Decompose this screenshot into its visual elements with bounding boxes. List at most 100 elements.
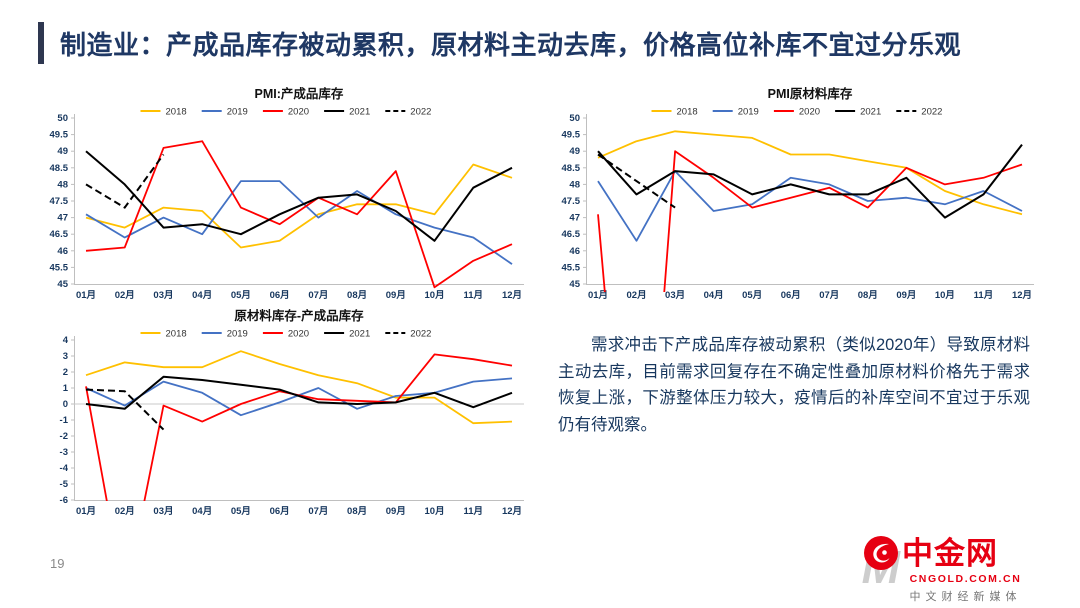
svg-text:2021: 2021 [349,329,370,340]
svg-text:48: 48 [569,179,580,190]
title-row: 制造业：产成品库存被动累积，原材料主动去库，价格高位补库不宜过分乐观 [38,22,961,64]
svg-text:06月: 06月 [270,290,290,301]
svg-text:03月: 03月 [153,506,173,517]
svg-text:2021: 2021 [860,107,881,118]
logo-tagline: 中文财经新媒体 [909,591,1022,603]
svg-text:0: 0 [63,399,68,410]
svg-text:01月: 01月 [588,290,608,301]
svg-text:47: 47 [57,213,68,224]
svg-text:48: 48 [57,179,68,190]
svg-text:04月: 04月 [704,290,724,301]
svg-text:45: 45 [57,279,68,290]
svg-text:03月: 03月 [153,290,173,301]
chart-pmi-raw-material-inventory: 45 45.5 46 46.5 47 47.5 48 48.5 49 49.5 50 01月 02月 03… [550,84,1046,304]
logo-row: 中金网 [863,535,1068,571]
svg-text:06月: 06月 [781,290,801,301]
svg-text:02月: 02月 [115,290,135,301]
svg-text:2018: 2018 [677,107,698,118]
svg-text:01月: 01月 [76,506,96,517]
svg-text:46: 46 [569,246,580,257]
svg-text:11月: 11月 [974,290,994,301]
svg-text:10月: 10月 [425,506,445,517]
svg-text:2019: 2019 [227,329,248,340]
svg-text:10月: 10月 [935,290,955,301]
svg-text:46.5: 46.5 [50,229,69,240]
svg-text:-6: -6 [60,495,68,506]
svg-text:2020: 2020 [288,329,309,340]
svg-text:2019: 2019 [227,107,248,118]
logo-name: 中金网 [902,535,998,571]
svg-text:50: 50 [57,113,68,124]
svg-text:09月: 09月 [896,290,916,301]
pmi-raw-material-inventory-chart: 45 45.5 46 46.5 47 47.5 48 48.5 49 49.5 50 01月 02月 03… [562,86,1034,301]
svg-text:04月: 04月 [192,506,212,517]
svg-text:47.5: 47.5 [50,196,69,207]
svg-text:4: 4 [63,335,69,346]
svg-text:46.5: 46.5 [562,229,581,240]
svg-text:06月: 06月 [270,506,290,517]
title-accent-bar [38,22,44,64]
svg-text:45: 45 [569,279,580,290]
svg-text:-5: -5 [60,479,69,490]
svg-text:-4: -4 [60,463,69,474]
svg-text:49: 49 [569,146,580,157]
svg-text:11月: 11月 [463,290,483,301]
chart-pmi-finished-goods-inventory: 45 45.5 46 46.5 47 47.5 48 48.5 49 49.5 50 01月 02月 03… [38,84,536,304]
svg-text:03月: 03月 [665,290,685,301]
svg-text:-2: -2 [60,431,68,442]
svg-text:05月: 05月 [231,290,251,301]
svg-text:08月: 08月 [347,290,367,301]
svg-text:07月: 07月 [308,506,328,517]
svg-text:3: 3 [63,351,68,362]
svg-text:05月: 05月 [742,290,762,301]
logo-url: CNGOLD.COM.CN [909,573,1022,585]
svg-text:1: 1 [63,383,69,394]
svg-text:45.5: 45.5 [50,262,69,273]
cngold-logo-icon [863,535,899,571]
svg-text:45.5: 45.5 [562,262,581,273]
svg-text:11月: 11月 [463,506,483,517]
svg-text:05月: 05月 [231,506,251,517]
svg-text:49.5: 49.5 [562,130,581,141]
svg-text:48.5: 48.5 [562,163,581,174]
svg-text:原材料库存-产成品库存: 原材料库存-产成品库存 [234,308,364,323]
svg-text:09月: 09月 [386,506,406,517]
svg-text:2020: 2020 [799,107,820,118]
svg-text:49: 49 [57,146,68,157]
cngold-logo: M 中金网 CNGOLD.COM.CN 中文财经新媒体 [862,535,1068,604]
svg-text:PMI:产成品库存: PMI:产成品库存 [255,86,344,101]
svg-text:49.5: 49.5 [50,130,69,141]
pmi-finished-goods-inventory-chart: 45 45.5 46 46.5 47 47.5 48 48.5 49 49.5 50 01月 02月 03… [50,86,524,301]
svg-text:07月: 07月 [308,290,328,301]
svg-text:2020: 2020 [288,107,309,118]
svg-text:07月: 07月 [819,290,839,301]
svg-text:12月: 12月 [502,290,522,301]
svg-text:2018: 2018 [166,107,187,118]
chart-inventory-spread: -6 -5 -4 -3 -2 -1 0 1 2 3 4 01月 02月 03月 04月 05月 06月 07月 08… [38,306,536,520]
page-title: 制造业：产成品库存被动累积，原材料主动去库，价格高位补库不宜过分乐观 [60,29,962,60]
svg-text:01月: 01月 [76,290,96,301]
svg-text:2: 2 [63,367,68,378]
svg-text:08月: 08月 [858,290,878,301]
svg-text:2018: 2018 [166,329,187,340]
svg-text:12月: 12月 [502,506,522,517]
svg-text:2019: 2019 [738,107,759,118]
svg-text:09月: 09月 [386,290,406,301]
svg-text:47.5: 47.5 [562,196,581,207]
svg-text:08月: 08月 [347,506,367,517]
svg-text:2022: 2022 [921,107,942,118]
svg-text:46: 46 [57,246,68,257]
svg-text:02月: 02月 [627,290,647,301]
svg-text:48.5: 48.5 [50,163,69,174]
svg-text:04月: 04月 [192,290,212,301]
svg-text:50: 50 [569,113,580,124]
commentary-text: 需求冲击下产成品库存被动累积（类似2020年）导致原材料主动去库，目前需求回复存… [558,336,1030,435]
svg-text:2022: 2022 [410,329,431,340]
svg-text:2021: 2021 [349,107,370,118]
inventory-spread-chart: -6 -5 -4 -3 -2 -1 0 1 2 3 4 01月 02月 03月 04月 05月 06月 07月 08… [60,308,524,517]
svg-text:2022: 2022 [410,107,431,118]
page-number: 19 [50,556,65,571]
svg-text:-1: -1 [60,415,69,426]
svg-text:PMI原材料库存: PMI原材料库存 [768,86,853,101]
